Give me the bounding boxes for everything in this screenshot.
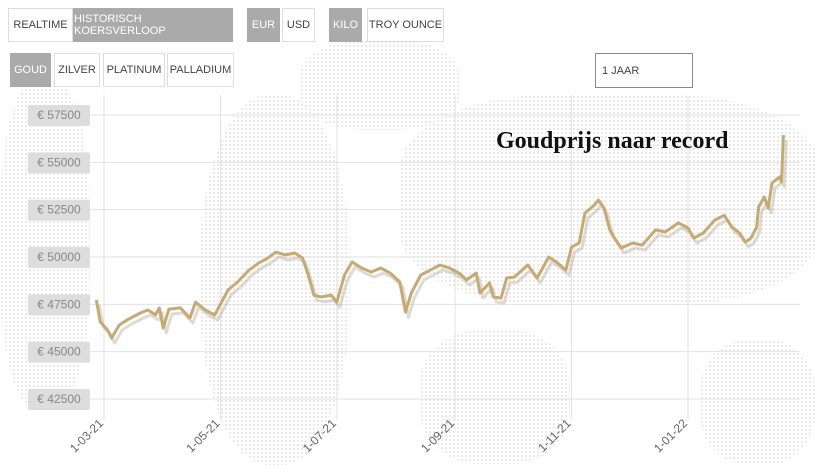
x-tick-label: 1-03-21 xyxy=(67,416,106,455)
metal-button-palladium[interactable]: PALLADIUM xyxy=(167,53,234,87)
mode-button-historisch-koersverloop[interactable]: HISTORISCH KOERSVERLOOP xyxy=(73,8,233,42)
y-tick-label-bg xyxy=(28,152,90,174)
x-tick-label: 1-05-21 xyxy=(183,416,222,455)
y-tick-label-bg xyxy=(28,389,90,410)
period-select[interactable]: 1 JAAR xyxy=(595,53,693,88)
y-tick-label-bg xyxy=(28,341,90,363)
y-tick-label-bg xyxy=(28,105,90,126)
x-tick-label: 1-01-22 xyxy=(651,416,690,455)
currency-button-usd[interactable]: USD xyxy=(282,8,315,42)
x-tick-label: 1-11-21 xyxy=(535,416,574,455)
y-tick-label: € 45000 xyxy=(37,345,81,359)
y-tick-label: € 55000 xyxy=(37,155,81,169)
unit-button-troy-ounce[interactable]: TROY OUNCE xyxy=(367,8,444,42)
world-map-background xyxy=(420,330,570,464)
y-tick-label-bg xyxy=(28,294,90,316)
y-tick-label: € 47500 xyxy=(37,297,81,311)
y-tick-label-bg xyxy=(28,199,90,221)
x-tick-label: 1-07-21 xyxy=(300,416,339,455)
currency-button-eur[interactable]: EUR xyxy=(247,8,280,42)
y-tick-label: € 50000 xyxy=(37,250,81,264)
y-tick-label-bg xyxy=(28,247,90,268)
x-tick-label: 1-09-21 xyxy=(418,416,457,455)
y-tick-label: € 42500 xyxy=(37,392,81,406)
price-line xyxy=(94,135,785,340)
price-line-shadow xyxy=(97,140,788,345)
metal-button-platinum[interactable]: PLATINUM xyxy=(103,53,165,87)
world-map-background xyxy=(700,340,815,464)
y-tick-label: € 57500 xyxy=(37,108,81,122)
world-map-background xyxy=(400,95,815,305)
unit-button-kilo[interactable]: KILO xyxy=(329,8,362,42)
world-map-background xyxy=(200,95,350,465)
chart-title: Goudprijs naar record xyxy=(496,128,729,154)
metal-button-goud[interactable]: GOUD xyxy=(10,53,51,87)
y-tick-label: € 52500 xyxy=(37,203,81,217)
metal-button-zilver[interactable]: ZILVER xyxy=(54,53,100,87)
mode-button-realtime[interactable]: REALTIME xyxy=(8,8,73,42)
